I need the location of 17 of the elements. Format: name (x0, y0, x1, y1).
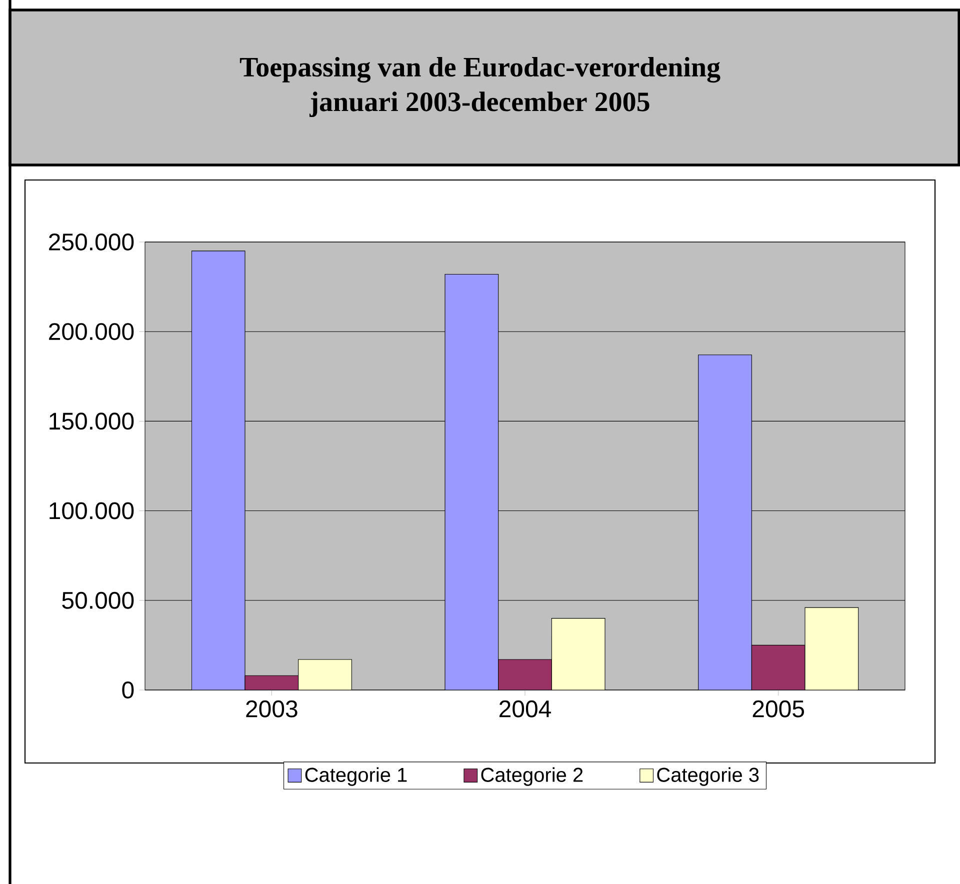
y-tick-label: 0 (122, 681, 134, 698)
chart-subtitle: januari 2003-december 2005 (309, 92, 650, 118)
y-tick-label: 100.000 (50, 502, 134, 520)
bar (498, 659, 552, 690)
bar (244, 675, 299, 690)
bar (751, 644, 806, 690)
legend-label: Categorie 1 (305, 767, 407, 786)
y-tick-label: 250.000 (49, 233, 134, 250)
x-tick-label: 2005 (752, 700, 804, 718)
x-tick-label: 2003 (246, 700, 298, 718)
y-tick-label: 50.000 (62, 592, 134, 609)
y-tick-label: 200.000 (49, 323, 134, 340)
x-tick-label: 2004 (500, 700, 551, 718)
legend-label: Categorie 2 (481, 767, 583, 786)
legend-label: Categorie 3 (657, 767, 759, 786)
y-tick-label: 150.000 (50, 412, 134, 430)
chart-title: Toepassing van de Eurodac-verordening (240, 56, 720, 83)
